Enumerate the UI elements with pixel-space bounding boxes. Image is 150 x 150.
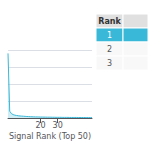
svg-text:1: 1	[107, 31, 112, 40]
svg-text:3: 3	[107, 59, 112, 68]
svg-text:20: 20	[35, 121, 45, 130]
svg-text:2: 2	[107, 45, 112, 54]
svg-text:30: 30	[53, 121, 63, 130]
svg-text:Signal Rank (Top 50): Signal Rank (Top 50)	[9, 132, 91, 141]
svg-text:Rank: Rank	[98, 17, 121, 26]
